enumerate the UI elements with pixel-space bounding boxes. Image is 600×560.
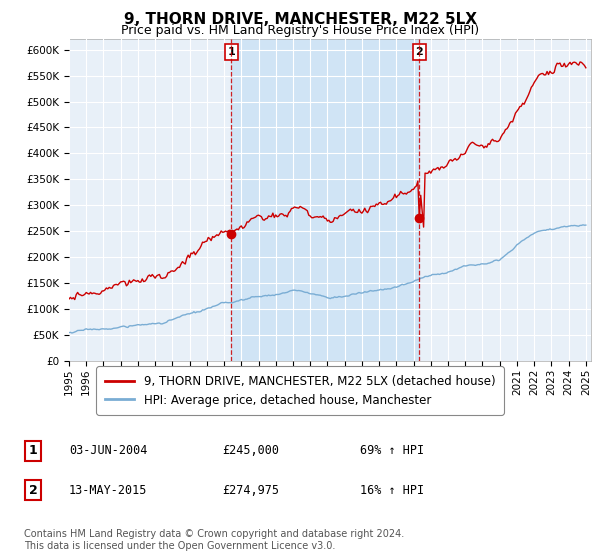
Text: £245,000: £245,000 xyxy=(222,444,279,458)
Text: £274,975: £274,975 xyxy=(222,483,279,497)
Bar xyxy=(231,39,419,361)
Text: 16% ↑ HPI: 16% ↑ HPI xyxy=(360,483,424,497)
Text: 2: 2 xyxy=(29,483,37,497)
Text: 2: 2 xyxy=(415,47,423,57)
Text: 13-MAY-2015: 13-MAY-2015 xyxy=(69,483,148,497)
Text: Price paid vs. HM Land Registry's House Price Index (HPI): Price paid vs. HM Land Registry's House … xyxy=(121,24,479,37)
Legend: 9, THORN DRIVE, MANCHESTER, M22 5LX (detached house), HPI: Average price, detach: 9, THORN DRIVE, MANCHESTER, M22 5LX (det… xyxy=(97,366,503,415)
Text: Contains HM Land Registry data © Crown copyright and database right 2024.
This d: Contains HM Land Registry data © Crown c… xyxy=(24,529,404,551)
Text: 1: 1 xyxy=(227,47,235,57)
Text: 9, THORN DRIVE, MANCHESTER, M22 5LX: 9, THORN DRIVE, MANCHESTER, M22 5LX xyxy=(124,12,476,27)
Text: 69% ↑ HPI: 69% ↑ HPI xyxy=(360,444,424,458)
Text: 1: 1 xyxy=(29,444,37,458)
Text: 03-JUN-2004: 03-JUN-2004 xyxy=(69,444,148,458)
